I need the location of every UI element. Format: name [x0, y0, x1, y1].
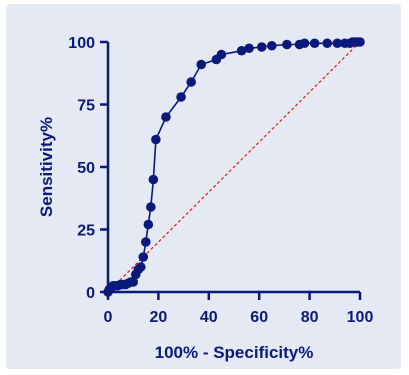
x-tick-label: 40 — [200, 309, 218, 326]
y-tick-label: 50 — [77, 160, 95, 177]
data-point — [186, 77, 196, 87]
x-tick-label: 60 — [250, 309, 268, 326]
data-point — [148, 174, 159, 185]
y-axis-title: Sensitivity% — [37, 117, 56, 217]
y-tick-label: 100 — [68, 35, 95, 52]
axes — [100, 40, 362, 300]
data-point — [299, 38, 310, 49]
y-tick-label: 75 — [77, 98, 95, 115]
x-tick-label: 80 — [301, 309, 319, 326]
data-point — [322, 38, 333, 49]
y-tick-label: 25 — [77, 223, 95, 240]
data-point — [244, 43, 254, 54]
data-point — [332, 38, 343, 49]
data-point — [216, 49, 227, 60]
data-point — [128, 277, 138, 287]
series-layer — [103, 37, 365, 297]
data-point — [196, 59, 207, 70]
x-tick-label: 100 — [347, 309, 374, 326]
data-point — [267, 40, 277, 51]
data-point — [309, 38, 320, 49]
data-point — [282, 39, 292, 50]
data-point — [146, 202, 156, 212]
data-point — [151, 134, 161, 145]
x-tick-label: 20 — [150, 309, 168, 326]
tick-labels: 0 25 50 75 100 0 20 40 60 80 100 — [68, 35, 373, 326]
data-point — [236, 45, 247, 56]
x-tick-label: 0 — [104, 309, 113, 326]
data-point — [135, 262, 146, 272]
data-point — [355, 37, 365, 47]
data-point — [141, 237, 151, 247]
data-point — [143, 219, 154, 230]
reference-layer — [107, 41, 361, 293]
data-point — [138, 252, 149, 262]
reference-line — [107, 41, 361, 293]
x-axis-title: 100% - Specificity% — [155, 343, 314, 362]
data-point — [161, 112, 171, 122]
y-tick-label: 0 — [86, 285, 95, 302]
data-point — [256, 42, 267, 52]
data-point — [176, 92, 186, 102]
